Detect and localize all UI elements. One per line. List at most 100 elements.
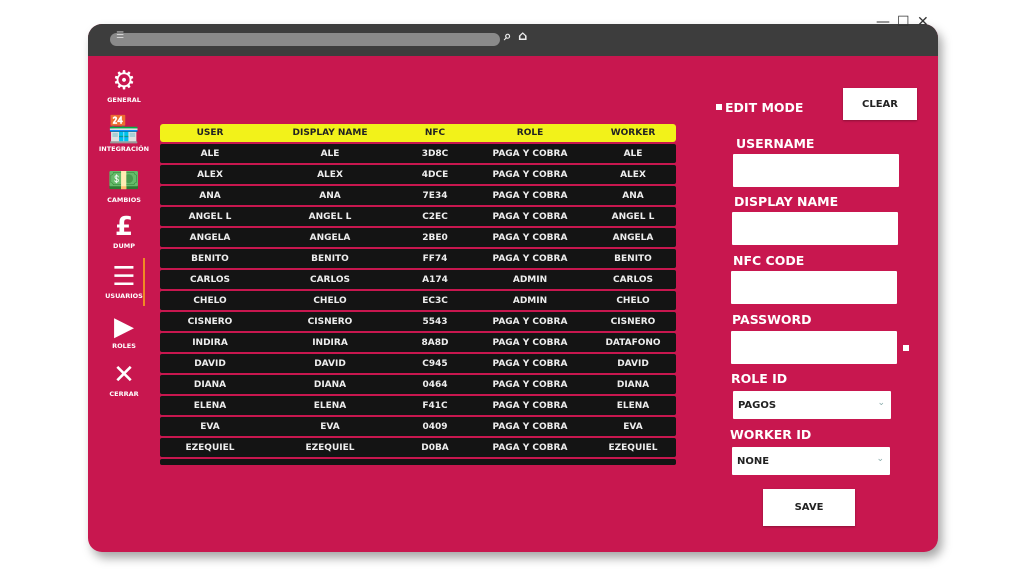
table-cell: 0464 (422, 379, 448, 390)
table-row[interactable]: ELENA ELENA F41C PAGA Y COBRA ELENA (160, 396, 676, 415)
table-cell: ANA (319, 190, 341, 201)
table-cell: ALEX (317, 169, 343, 180)
sidebar-item-label: GENERAL (107, 96, 141, 104)
home-icon[interactable]: ⌂ (518, 29, 528, 44)
column-header[interactable]: ROLE (516, 128, 544, 138)
close-window-button[interactable]: ✕ (917, 14, 929, 30)
sidebar-item-general[interactable]: ⚙ GENERAL (94, 66, 154, 104)
column-header[interactable]: WORKER (610, 128, 656, 138)
sidebar-item-label: CERRAR (109, 390, 139, 398)
sidebar-item-cambios[interactable]: 💵 CAMBIOS (94, 166, 154, 204)
table-cell: DAVID (617, 358, 649, 369)
table-cell: ALE (623, 148, 643, 159)
sidebar-item-label: DUMP (113, 242, 135, 250)
role-id-label: ROLE ID (731, 371, 788, 386)
show-password-checkbox[interactable] (903, 345, 909, 351)
display-name-input[interactable] (732, 212, 898, 245)
table-row[interactable]: ANGEL L ANGEL L C2EC PAGA Y COBRA ANGEL L (160, 207, 676, 226)
table-cell: PAGA Y COBRA (492, 316, 568, 327)
table-cell: ADMIN (512, 295, 548, 306)
column-header[interactable]: DISPLAY NAME (292, 128, 368, 138)
username-input[interactable] (733, 154, 899, 187)
table-cell: 2BE0 (422, 232, 448, 243)
table-cell: DAVID (314, 358, 346, 369)
password-input[interactable] (731, 331, 897, 364)
table-cell: DIANA (313, 379, 347, 390)
table-row[interactable]: EVA EVA 0409 PAGA Y COBRA EVA (160, 417, 676, 436)
table-cell: C945 (422, 358, 448, 369)
table-cell: PAGA Y COBRA (492, 232, 568, 243)
table-cell: EC3C (422, 295, 448, 306)
head-gear-icon: ⚙ (112, 66, 136, 96)
table-cell: PAGA Y COBRA (492, 358, 568, 369)
sidebar-item-usuarios[interactable]: ☰ USUARIOS (94, 262, 154, 300)
clear-button[interactable]: CLEAR (843, 88, 917, 120)
sidebar-item-integracin[interactable]: 🏪 INTEGRACIÓN (94, 115, 154, 153)
table-row[interactable]: DAVID DAVID C945 PAGA Y COBRA DAVID (160, 354, 676, 373)
nfc-code-label: NFC CODE (733, 253, 805, 268)
search-icon[interactable]: ⌕ (504, 29, 512, 44)
table-cell: CARLOS (189, 274, 231, 285)
table-cell: INDIRA (312, 337, 348, 348)
table-row[interactable]: CISNERO CISNERO 5543 PAGA Y COBRA CISNERO (160, 312, 676, 331)
table-row[interactable]: DIANA DIANA 0464 PAGA Y COBRA DIANA (160, 375, 676, 394)
table-cell: CISNERO (307, 316, 353, 327)
table-row[interactable]: ALE ALE 3D8C PAGA Y COBRA ALE (160, 144, 676, 163)
table-cell: DATAFONO (605, 337, 661, 348)
table-row-partial (160, 459, 676, 465)
table-cell: BENITO (191, 253, 229, 264)
table-cell: BENITO (614, 253, 652, 264)
address-bar[interactable]: ☰ (110, 31, 500, 46)
table-cell: ANGELA (612, 232, 654, 243)
table-row[interactable]: INDIRA INDIRA 8A8D PAGA Y COBRA DATAFONO (160, 333, 676, 352)
maximize-button[interactable]: ☐ (897, 14, 910, 30)
users-table: USER DISPLAY NAME NFC ROLE WORKER ALE ALE 3D8C… (160, 124, 676, 465)
table-cell: PAGA Y COBRA (492, 190, 568, 201)
column-header[interactable]: NFC (424, 128, 446, 138)
table-cell: 5543 (422, 316, 448, 327)
role-id-select[interactable]: PAGOS ⌄ (733, 391, 891, 419)
table-cell: FF74 (422, 253, 448, 264)
table-row[interactable]: EZEQUIEL EZEQUIEL D0BA PAGA Y COBRA EZEQUIEL (160, 438, 676, 457)
nfc-code-input[interactable] (731, 271, 897, 304)
sidebar-item-roles[interactable]: ▶ ROLES (94, 312, 154, 350)
table-cell: PAGA Y COBRA (492, 169, 568, 180)
sidebar-item-label: CAMBIOS (107, 196, 141, 204)
users-settings-icon: ☰ (112, 262, 136, 292)
table-row[interactable]: BENITO BENITO FF74 PAGA Y COBRA BENITO (160, 249, 676, 268)
table-row[interactable]: CARLOS CARLOS A174 ADMIN CARLOS (160, 270, 676, 289)
password-label: PASSWORD (732, 312, 812, 327)
sliders-icon[interactable]: ☰ (116, 31, 125, 41)
table-cell: CHELO (313, 295, 347, 306)
table-cell: F41C (422, 400, 448, 411)
save-button[interactable]: SAVE (763, 489, 855, 526)
sidebar-item-label: USUARIOS (105, 292, 143, 300)
table-cell: EZEQUIEL (185, 442, 235, 453)
sidebar-item-dump[interactable]: £ DUMP (94, 212, 154, 250)
table-cell: PAGA Y COBRA (492, 442, 568, 453)
table-cell: ELENA (616, 400, 650, 411)
table-row[interactable]: ANA ANA 7E34 PAGA Y COBRA ANA (160, 186, 676, 205)
edit-mode-checkbox[interactable] (716, 104, 722, 110)
table-cell: C2EC (422, 211, 448, 222)
table-header: USER DISPLAY NAME NFC ROLE WORKER (160, 124, 676, 142)
table-cell: DIANA (616, 379, 650, 390)
table-cell: ELENA (193, 400, 227, 411)
minimize-button[interactable]: — (876, 14, 890, 30)
table-cell: DIANA (193, 379, 227, 390)
table-row[interactable]: ANGELA ANGELA 2BE0 PAGA Y COBRA ANGELA (160, 228, 676, 247)
worker-id-select[interactable]: NONE ⌄ (732, 447, 890, 475)
table-cell: PAGA Y COBRA (492, 400, 568, 411)
table-cell: ANA (622, 190, 644, 201)
table-cell: EZEQUIEL (305, 442, 355, 453)
table-cell: ANGEL L (188, 211, 232, 222)
close-icon: ✕ (113, 360, 135, 390)
table-row[interactable]: CHELO CHELO EC3C ADMIN CHELO (160, 291, 676, 310)
table-cell: BENITO (311, 253, 349, 264)
table-cell: ALE (320, 148, 340, 159)
table-row[interactable]: ALEX ALEX 4DCE PAGA Y COBRA ALEX (160, 165, 676, 184)
column-header[interactable]: USER (196, 128, 224, 138)
sidebar-item-cerrar[interactable]: ✕ CERRAR (94, 360, 154, 398)
table-cell: CARLOS (309, 274, 351, 285)
table-cell: 0409 (422, 421, 448, 432)
